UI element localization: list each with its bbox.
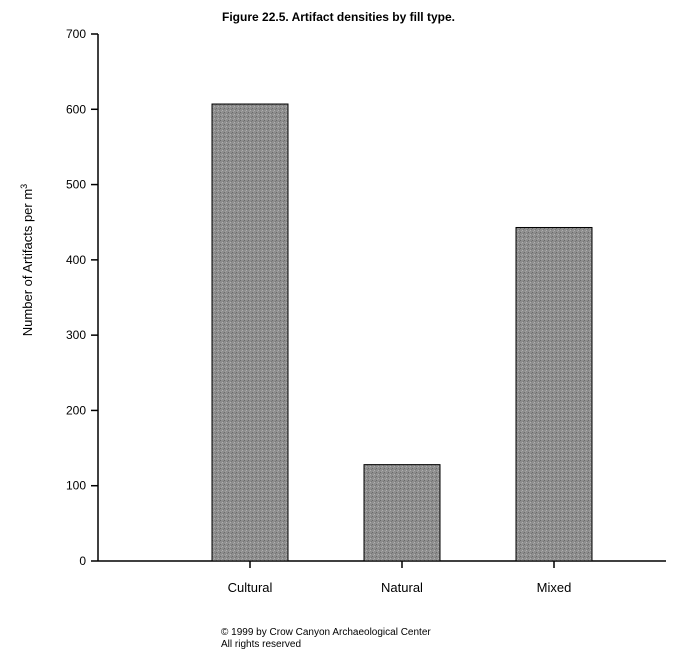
y-tick-label: 600 <box>66 102 86 116</box>
copyright-line: © 1999 by Crow Canyon Archaeological Cen… <box>221 627 431 638</box>
chart-title: Figure 22.5. Artifact densities by fill … <box>222 10 455 24</box>
y-tick-label: 500 <box>66 178 86 192</box>
x-tick-label: Mixed <box>537 580 572 595</box>
y-tick-label: 0 <box>79 554 86 568</box>
rights-line: All rights reserved <box>221 639 302 650</box>
y-tick-label: 200 <box>66 403 86 417</box>
y-axis-label: Number of Artifacts per m3 <box>19 184 35 336</box>
x-tick-label: Natural <box>381 580 423 595</box>
bar-cultural <box>211 103 289 562</box>
y-axis-label-text: Number of Artifacts per m <box>20 189 35 336</box>
bar-mixed <box>515 226 593 562</box>
y-tick-label: 100 <box>66 479 86 493</box>
bars <box>211 103 593 562</box>
y-tick-label: 300 <box>66 328 86 342</box>
x-axis: Cultural Natural Mixed <box>98 560 666 595</box>
y-axis-label-superscript: 3 <box>19 184 29 189</box>
copyright-notice: © 1999 by Crow Canyon Archaeological Cen… <box>221 627 431 651</box>
y-axis: 0 100 200 300 400 500 600 700 <box>66 27 99 568</box>
bar-natural <box>363 464 441 562</box>
x-tick-label: Cultural <box>228 580 273 595</box>
y-tick-label: 400 <box>66 253 86 267</box>
y-tick-label: 700 <box>66 27 86 41</box>
